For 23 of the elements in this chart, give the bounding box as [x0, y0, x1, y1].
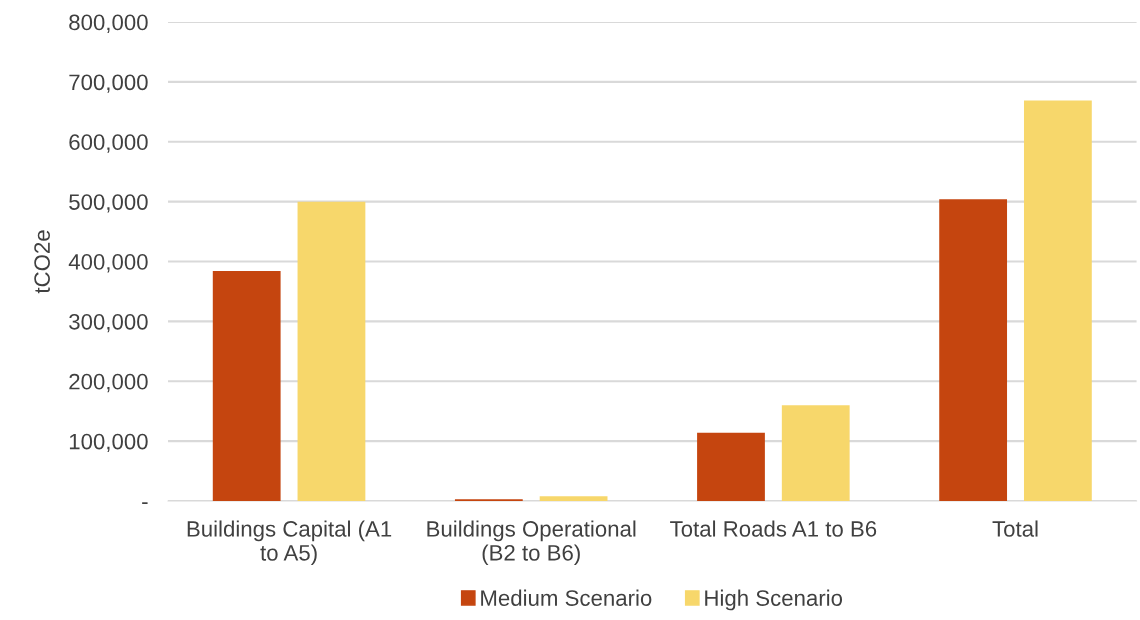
y-tick-label: 800,000 [69, 14, 148, 33]
y-axis-title: tCO2e [34, 230, 50, 294]
bar [781, 405, 850, 501]
y-tick-label: 100,000 [69, 433, 148, 453]
x-tick-label: Total [992, 520, 1038, 537]
bar [1023, 100, 1092, 501]
y-tick-label: 200,000 [69, 373, 148, 393]
bar [539, 496, 608, 501]
y-tick-label: 600,000 [69, 134, 148, 153]
y-tick-label: - [142, 502, 148, 505]
y-tick-label: 400,000 [68, 254, 148, 273]
bar [697, 432, 765, 501]
x-tick-label: Total Roads A1 to B6 [670, 520, 877, 537]
y-tick-label: 300,000 [69, 313, 148, 333]
legend-label: Medium Scenario [481, 589, 652, 606]
bar [212, 271, 281, 501]
x-tick-label: Buildings Capital (A1 to A5) [187, 520, 392, 566]
x-tick-label: Buildings Operational (B2 to B6) [427, 520, 636, 566]
y-tick-label: 500,000 [69, 194, 148, 213]
y-tick-label: 700,000 [69, 74, 148, 93]
bar [297, 201, 366, 501]
bar [939, 199, 1008, 501]
legend-label: High Scenario [705, 589, 843, 611]
